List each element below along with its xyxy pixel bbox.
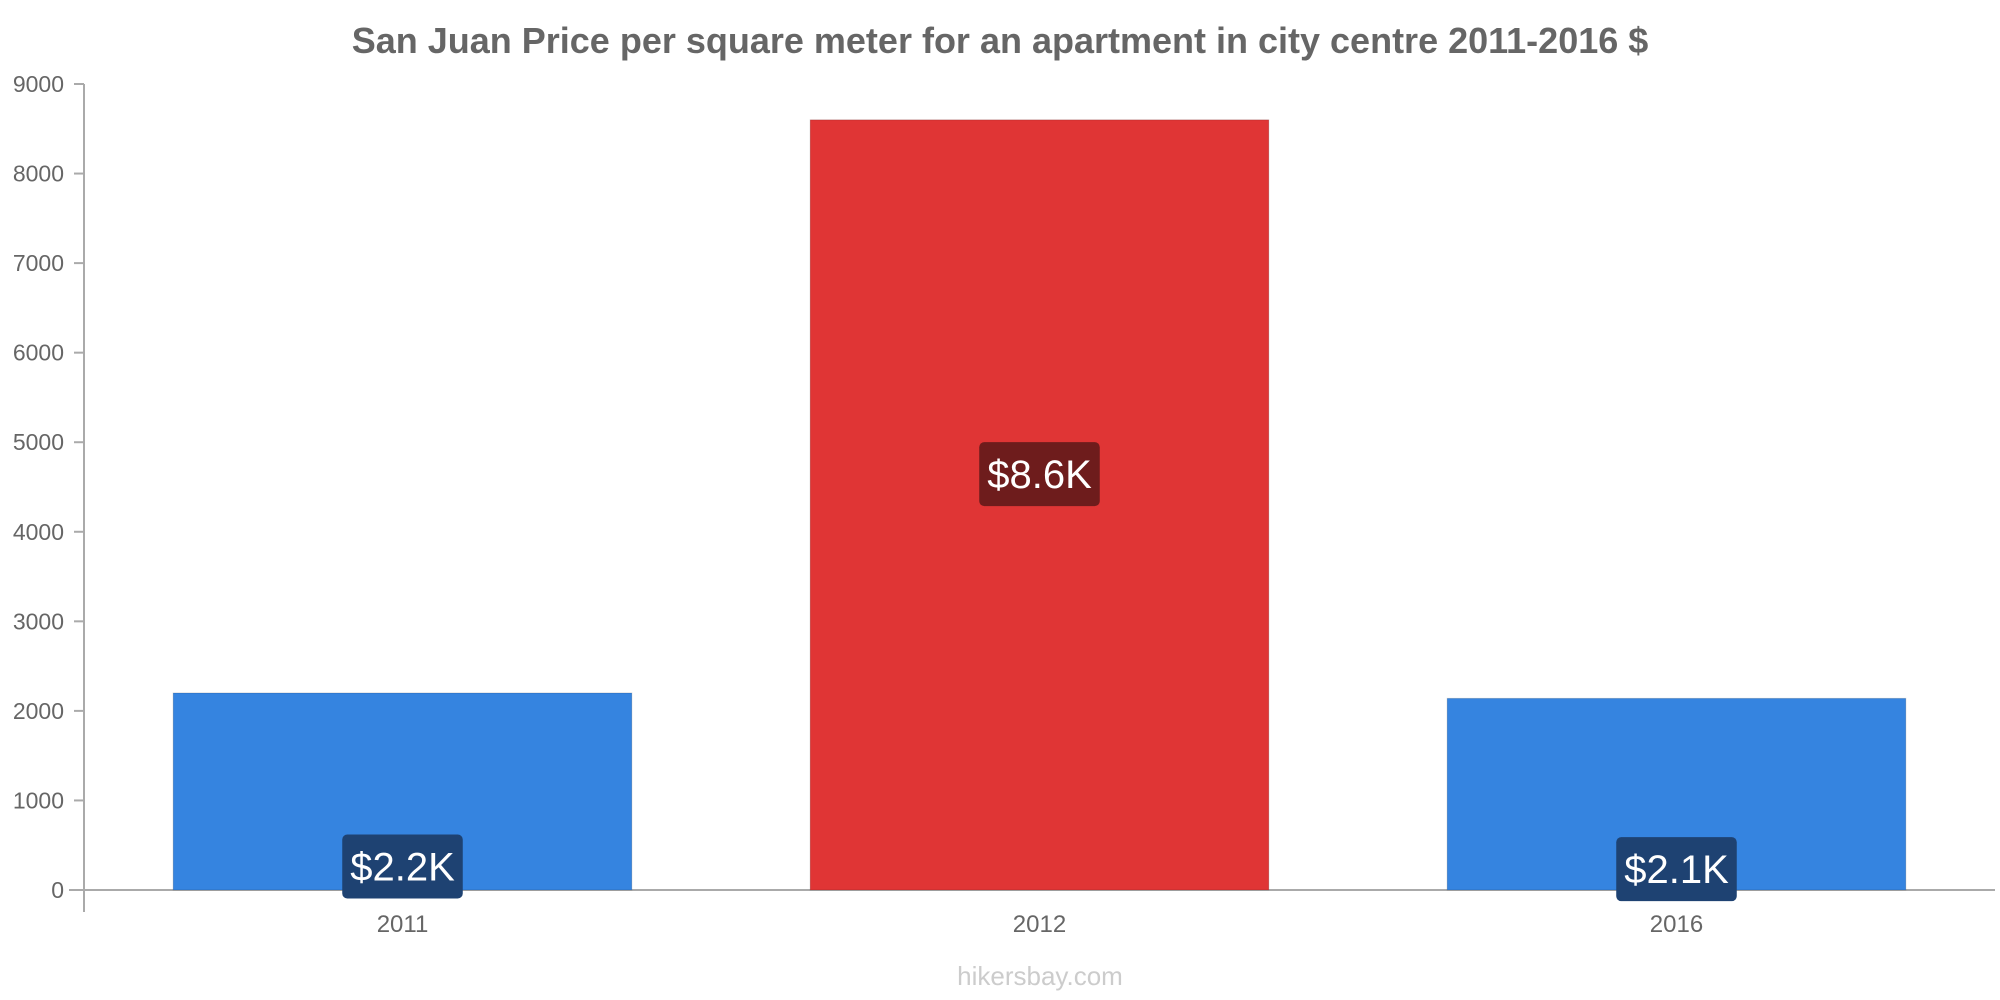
data-label-background <box>979 442 1100 507</box>
watermark: hikersbay.com <box>957 961 1123 991</box>
data-label-text: $2.2K <box>350 845 455 889</box>
data-label-2016: $2.1K <box>1616 837 1737 902</box>
y-tick-label: 4000 <box>13 519 64 545</box>
data-label-text: $8.6K <box>987 453 1092 497</box>
data-label-background <box>1616 837 1737 902</box>
y-tick-label: 2000 <box>13 698 64 724</box>
y-tick-label: 3000 <box>13 608 64 634</box>
y-tick-label: 1000 <box>13 787 64 813</box>
data-label-2011: $2.2K <box>342 834 463 899</box>
y-tick-label: 6000 <box>13 340 64 366</box>
x-tick-label: 2012 <box>1013 911 1066 938</box>
y-tick-label: 0 <box>51 877 64 903</box>
x-tick-label: 2011 <box>377 911 429 938</box>
data-label-text: $2.1K <box>1624 848 1729 892</box>
data-label-background <box>342 834 463 899</box>
chart-title: San Juan Price per square meter for an a… <box>352 20 1649 61</box>
y-tick-label: 5000 <box>13 429 64 455</box>
data-label-2012: $8.6K <box>979 442 1100 507</box>
y-tick-label: 7000 <box>13 250 64 276</box>
x-tick-label: 2016 <box>1650 911 1703 938</box>
chart-data-labels: $2.2K $8.6K $2.1K <box>342 442 1737 902</box>
y-tick-label: 9000 <box>13 71 64 97</box>
y-tick-label: 8000 <box>13 161 64 187</box>
